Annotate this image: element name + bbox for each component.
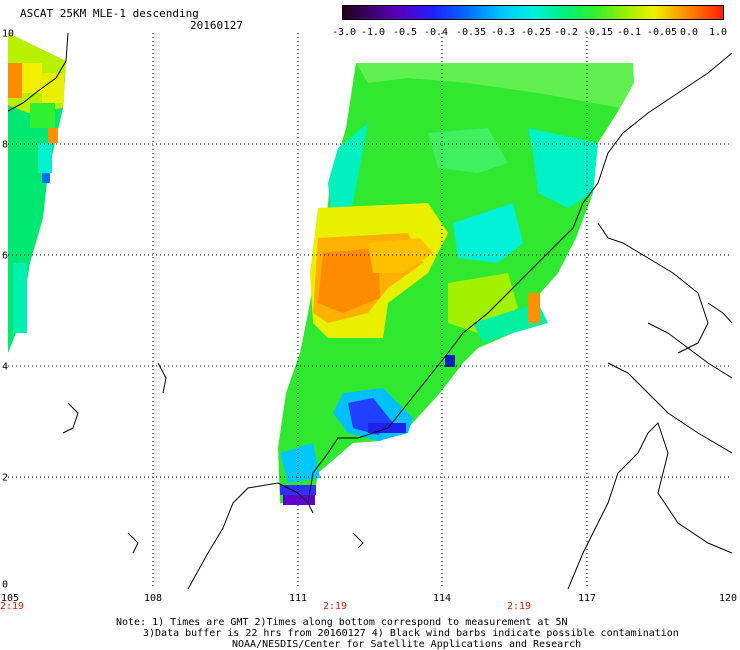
lat-label: 0 bbox=[2, 580, 8, 591]
lon-label: 108 bbox=[144, 593, 162, 604]
lon-label: 114 bbox=[433, 593, 451, 604]
lat-label: 6 bbox=[2, 251, 8, 262]
lon-label: 117 bbox=[578, 593, 596, 604]
time-label: 2:19 bbox=[0, 601, 24, 612]
time-label: 2:19 bbox=[323, 601, 347, 612]
color-scale-bar bbox=[342, 5, 724, 20]
lat-label: 2 bbox=[2, 473, 8, 484]
time-label: 2:19 bbox=[507, 601, 531, 612]
lon-label: 111 bbox=[289, 593, 307, 604]
main-swath bbox=[278, 63, 634, 505]
wind-speed-map bbox=[8, 33, 732, 589]
left-swath bbox=[8, 33, 66, 353]
lon-label: 120 bbox=[719, 593, 737, 604]
footnote-line-1: Note: 1) Times are GMT 2)Times along bot… bbox=[116, 617, 568, 628]
lat-label: 4 bbox=[2, 362, 8, 373]
footnote-line-3: NOAA/NESDIS/Center for Satellite Applica… bbox=[232, 639, 581, 650]
lat-label: 10 bbox=[2, 29, 14, 40]
lat-label: 8 bbox=[2, 140, 8, 151]
product-title: ASCAT 25KM MLE-1 descending bbox=[20, 7, 199, 20]
product-date: 20160127 bbox=[190, 19, 243, 32]
footnote-line-2: 3)Data buffer is 22 hrs from 20160127 4)… bbox=[143, 628, 679, 639]
